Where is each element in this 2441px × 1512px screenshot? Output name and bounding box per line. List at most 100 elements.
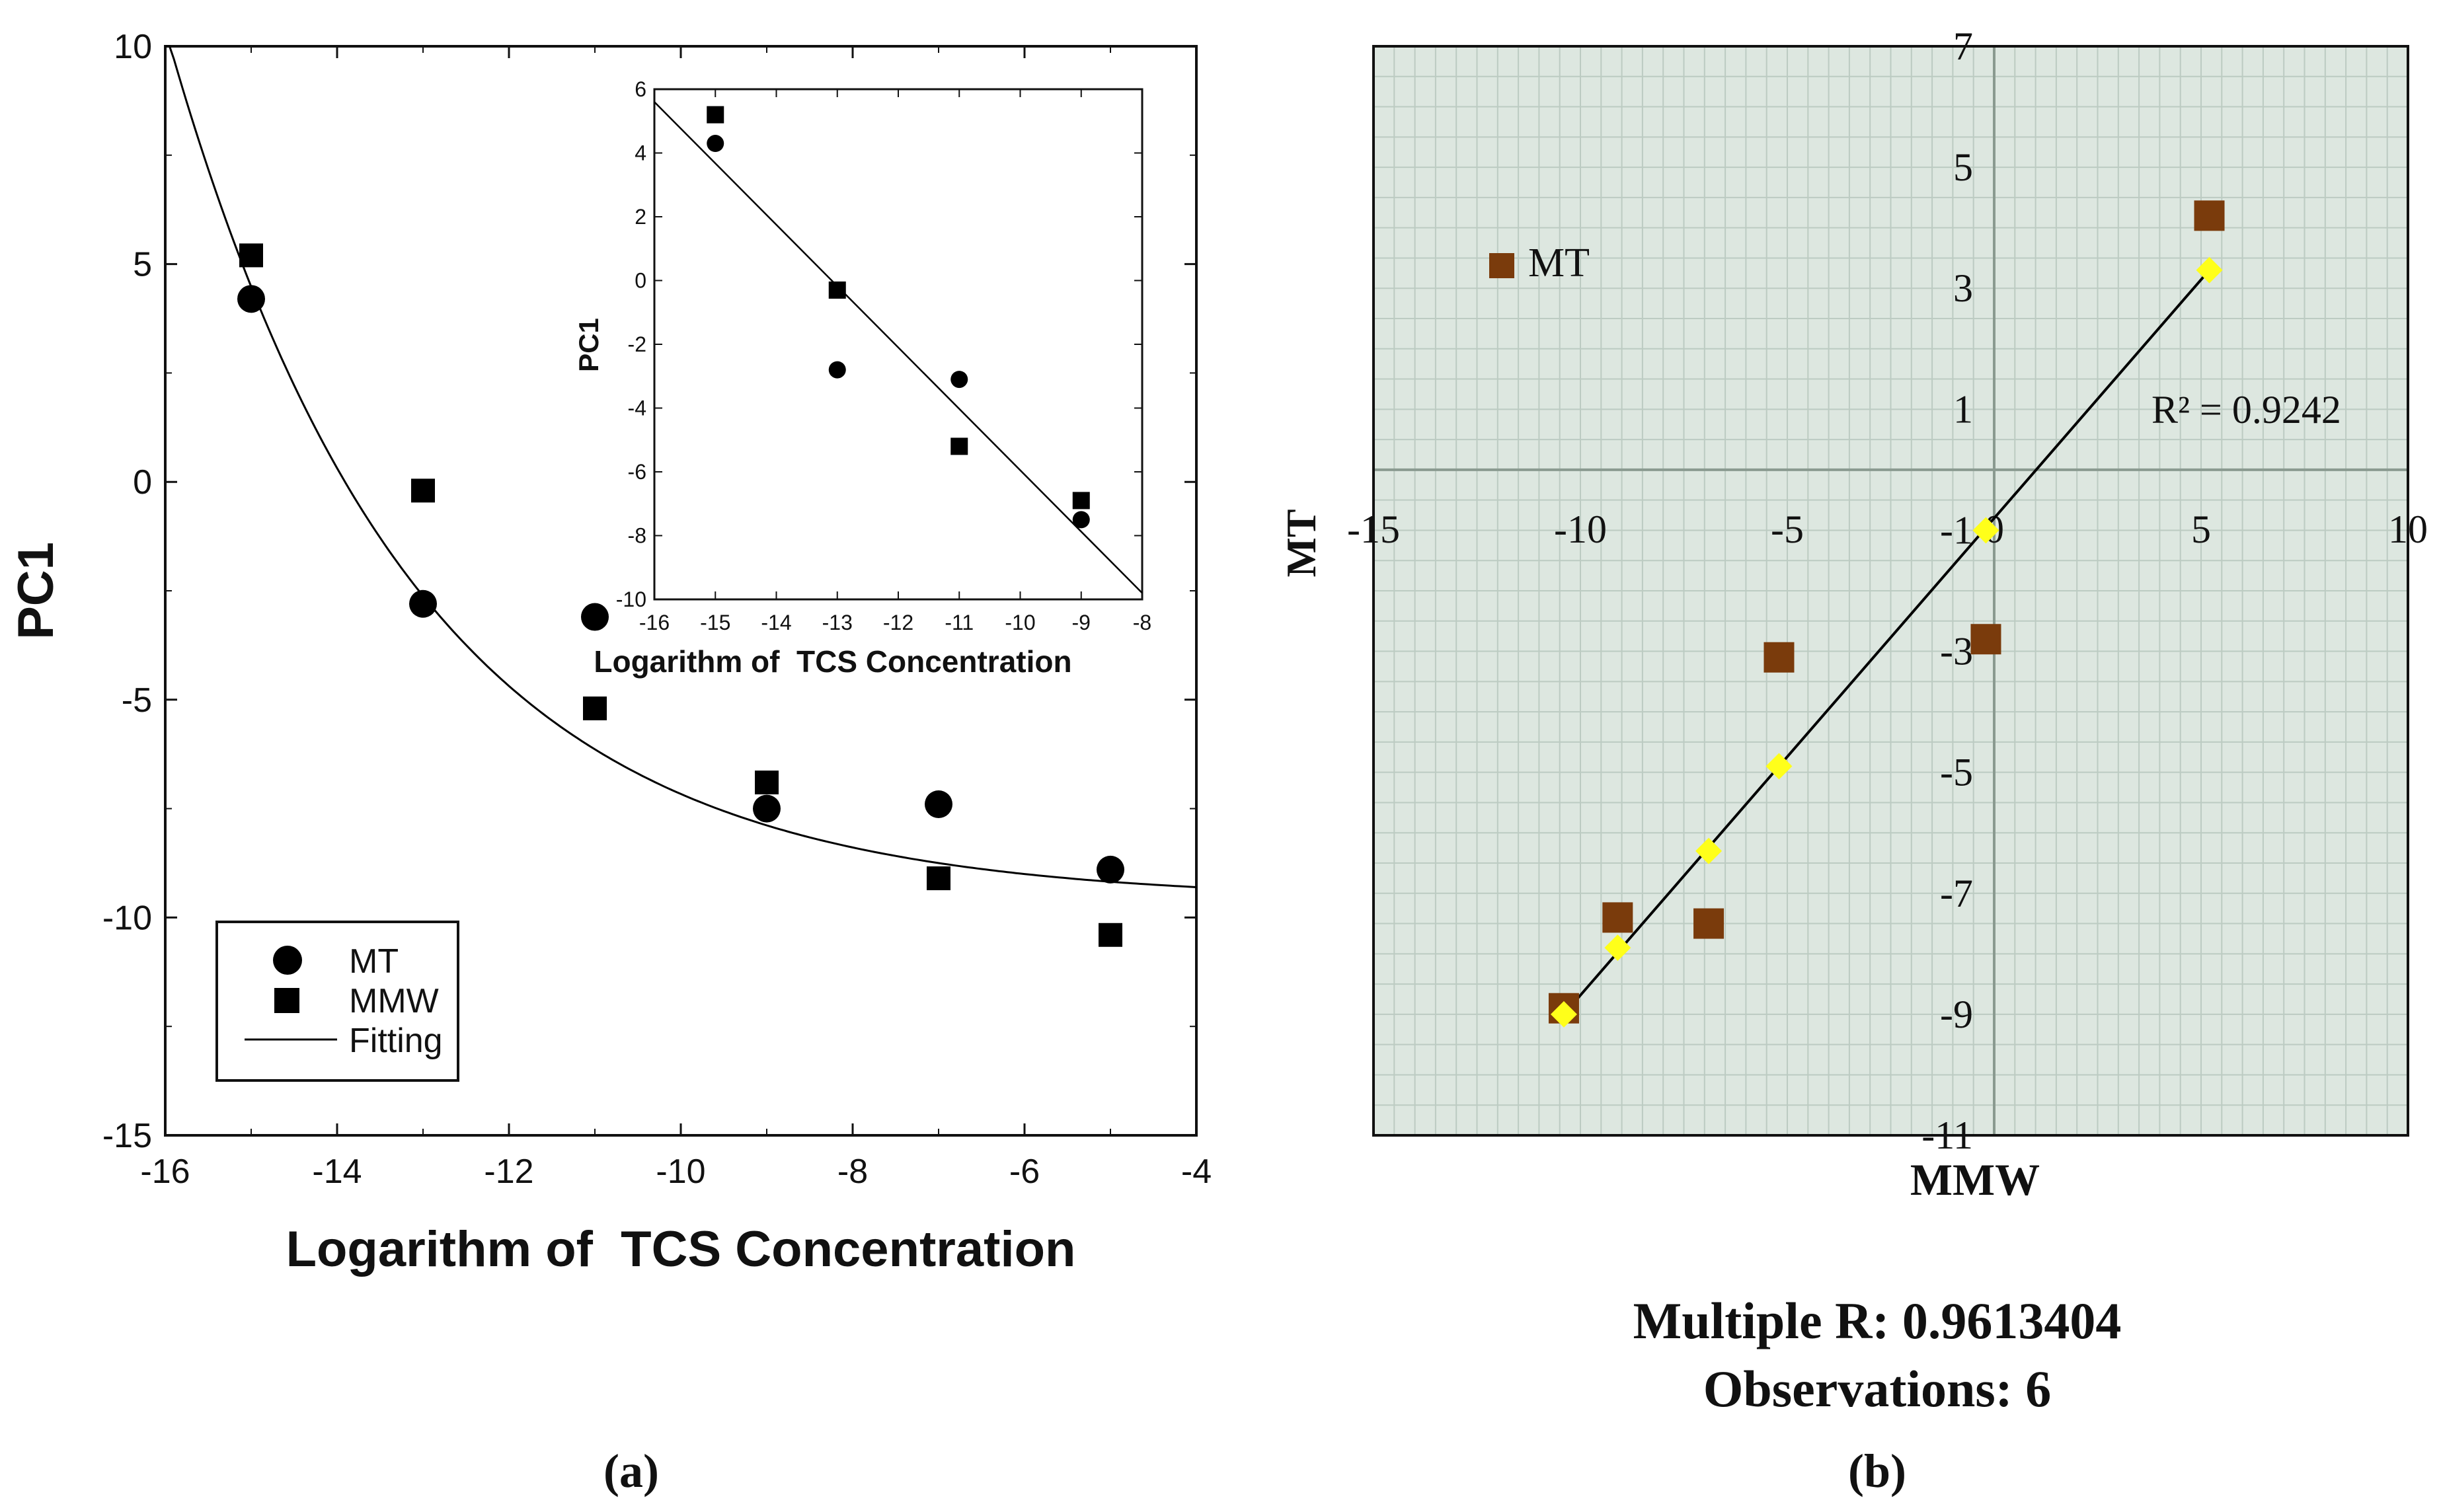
inset-mmw-point [950, 437, 968, 455]
inset-mt-point [828, 361, 846, 379]
panel-a-data-points [237, 243, 1124, 947]
panel-a-ticks [164, 45, 1198, 1137]
inset-mmw-point [828, 281, 846, 299]
panel-b-x-tick-label: 5 [2191, 508, 2211, 551]
panel-a-label: (a) [603, 1445, 659, 1497]
inset-y-tick-label: 6 [635, 77, 646, 101]
inset-y-tick-label: -6 [628, 460, 646, 484]
mt-point [237, 285, 265, 313]
predicted-mt-point [1695, 837, 1723, 864]
legend-mmw-square-icon [274, 988, 299, 1013]
inset-y-tick-label: -10 [616, 587, 646, 611]
y-tick-label: -5 [122, 681, 152, 720]
inset-y-tick-label: -8 [628, 524, 646, 548]
inset-ticks [654, 89, 1143, 600]
legend-mt-label: MT [349, 942, 399, 981]
panel-b-x-tick-label: -15 [1347, 508, 1400, 551]
mt-observed-point [1693, 908, 1724, 939]
mt-observed-point [1763, 642, 1795, 673]
panel-b-trendline [1563, 269, 2211, 1016]
inset-x-tick-label: -13 [822, 611, 853, 634]
panel-b-y-tick-label: 5 [1953, 145, 1973, 189]
inset-y-tick-label: -2 [628, 332, 646, 356]
y-tick-label: 0 [133, 463, 152, 502]
observations-stat: Observations: 6 [1703, 1360, 2052, 1418]
panel-b-y-tick-label: 7 [1953, 24, 1973, 68]
panel-b-y-tick-label: -3 [1940, 630, 1973, 673]
panel-b-x-tick-label: -10 [1554, 508, 1607, 551]
inset-tick-labels: -16 -15 -14 -13 -12 -11 -10 -9 -8 -10 -8 -6 -4 -2 0 2 4 6 [616, 77, 1151, 634]
inset-x-tick-label: -10 [1005, 611, 1035, 634]
inset-x-tick-label: -8 [1133, 611, 1151, 634]
panel-a-legend-box [215, 921, 459, 1082]
inset-x-tick-label: -14 [761, 611, 791, 634]
mt-point [409, 589, 437, 618]
panel-a-chart: -16 -14 -12 -10 -8 -6 -4 -15 -10 -5 0 5 10 PC1 Logar… [8, 28, 1212, 1497]
r-squared-label: R² = 0.9242 [2151, 388, 2341, 432]
panel-a-y-axis-label: PC1 [8, 542, 64, 640]
panel-b-y-axis-label: MT [1278, 509, 1325, 577]
inset-y-tick-label: -4 [628, 397, 646, 420]
panel-b-y-tick-label: -11 [1921, 1114, 1973, 1157]
panel-b-x-tick-label: 10 [2388, 508, 2428, 551]
panel-a-tick-labels: -16 -14 -12 -10 -8 -6 -4 -15 -10 -5 0 5 10 [102, 28, 1212, 1191]
inset-plot-frame [653, 88, 1143, 601]
panel-b-label: (b) [1848, 1445, 1906, 1497]
inset-x-axis-label: Logarithm of TCS Concentration [594, 644, 1071, 679]
mt-point [581, 603, 609, 631]
inset-mmw-point [707, 106, 724, 124]
predicted-mt-point [1604, 934, 1631, 962]
x-tick-label: -10 [656, 1153, 705, 1191]
y-tick-label: -15 [102, 1117, 152, 1155]
mt-point [925, 790, 952, 819]
inset-x-tick-label: -12 [883, 611, 913, 634]
predicted-mt-point [1765, 753, 1793, 780]
inset-y-tick-label: 0 [635, 269, 646, 293]
panel-b-data-points [1548, 200, 2225, 1028]
legend-mt-square-icon [1489, 253, 1514, 278]
x-tick-label: -12 [484, 1153, 533, 1191]
y-tick-label: -10 [102, 899, 152, 937]
panel-b-y-tick-label: 1 [1953, 387, 1973, 431]
panel-b-y-tick-label: -7 [1940, 872, 1973, 915]
mmw-point [1099, 923, 1122, 947]
panel-a-inset-chart: -16 -15 -14 -13 -12 -11 -10 -9 -8 -10 -8 -6 -4 -2 0 2 4 6… [573, 77, 1151, 679]
panel-b-x-tick-label: -5 [1771, 508, 1804, 551]
inset-mmw-point [1072, 492, 1090, 510]
x-tick-label: -16 [140, 1153, 190, 1191]
multiple-r-stat: Multiple R: 0.9613404 [1633, 1292, 2122, 1349]
y-tick-label: 10 [114, 28, 152, 66]
x-tick-label: -6 [1009, 1153, 1040, 1191]
panel-a-fitting-curve [165, 45, 1197, 888]
inset-x-tick-label: -16 [639, 611, 670, 634]
panel-b-plot-frame [1372, 45, 2409, 1137]
x-tick-label: -8 [837, 1153, 868, 1191]
inset-x-tick-label: -9 [1072, 611, 1091, 634]
panel-b-x-axis-label: MMW [1910, 1154, 2040, 1205]
inset-y-tick-label: 2 [635, 205, 646, 229]
mmw-point [411, 478, 435, 503]
panel-b-y-tick-label: -5 [1940, 751, 1973, 794]
predicted-mt-point [1972, 517, 1999, 544]
mmw-point [583, 696, 607, 720]
mt-point [753, 794, 781, 823]
panel-b-y-tick-label: -9 [1940, 993, 1973, 1036]
predicted-mt-point [2196, 256, 2223, 284]
x-tick-label: -14 [312, 1153, 362, 1191]
mt-observed-point [1602, 902, 1633, 933]
inset-mt-point [950, 371, 968, 389]
inset-mt-point [707, 135, 724, 153]
inset-y-axis-label: PC1 [573, 318, 604, 372]
y-tick-label: 5 [133, 246, 152, 284]
inset-y-tick-label: 4 [635, 141, 646, 165]
x-tick-label: -4 [1181, 1153, 1212, 1191]
panel-b-y-tick-label: -1 [1940, 508, 1973, 552]
legend-mmw-label: MMW [349, 982, 439, 1020]
mt-observed-point [1970, 624, 2001, 655]
inset-mt-point [1072, 511, 1090, 529]
inset-x-tick-label: -15 [700, 611, 730, 634]
inset-data-points [707, 106, 1090, 529]
